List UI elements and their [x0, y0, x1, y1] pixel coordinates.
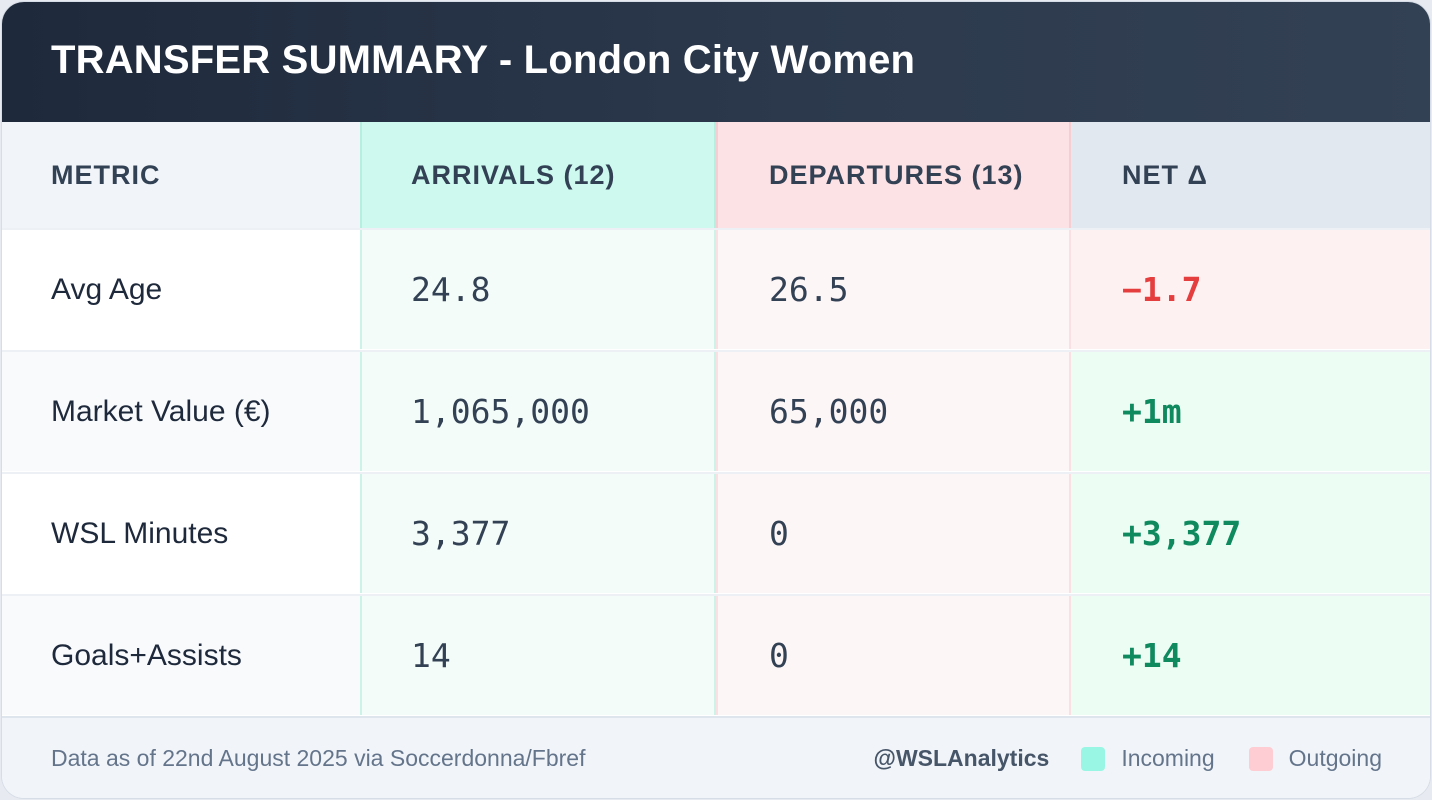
legend-incoming: Incoming [1081, 745, 1215, 772]
metric-label: Market Value (€) [2, 352, 360, 471]
legend-incoming-label: Incoming [1121, 745, 1215, 771]
metric-label: Avg Age [2, 230, 360, 349]
header-arrivals: ARRIVALS (12) [360, 122, 716, 228]
departures-value: 0 [716, 596, 1071, 715]
table-row: Market Value (€) 1,065,000 65,000 +1m [2, 350, 1430, 471]
page-title: TRANSFER SUMMARY - London City Women [51, 38, 916, 82]
footer: Data as of 22nd August 2025 via Soccerdo… [2, 716, 1430, 798]
header-departures: DEPARTURES (13) [716, 122, 1071, 228]
author-handle: @WSLAnalytics [873, 745, 1050, 771]
title-bar: TRANSFER SUMMARY - London City Women [2, 2, 1430, 122]
net-value: +14 [1071, 596, 1430, 715]
arrivals-value: 1,065,000 [360, 352, 716, 471]
header-metric: METRIC [2, 122, 360, 228]
metric-label: WSL Minutes [2, 474, 360, 593]
legend-outgoing-label: Outgoing [1288, 745, 1382, 771]
table-row: Goals+Assists 14 0 +14 [2, 594, 1430, 715]
net-value: +1m [1071, 352, 1430, 471]
transfer-table: METRIC ARRIVALS (12) DEPARTURES (13) NET… [2, 122, 1430, 716]
arrivals-value: 14 [360, 596, 716, 715]
table-header-row: METRIC ARRIVALS (12) DEPARTURES (13) NET… [2, 122, 1430, 228]
departures-value: 0 [716, 474, 1071, 593]
legend-outgoing: Outgoing [1248, 745, 1382, 772]
net-value: −1.7 [1071, 230, 1430, 349]
departures-value: 26.5 [716, 230, 1071, 349]
footer-legend: @WSLAnalytics Incoming Outgoing [874, 745, 1382, 772]
arrivals-value: 3,377 [360, 474, 716, 593]
header-net: NET Δ [1071, 122, 1430, 228]
data-source-note: Data as of 22nd August 2025 via Soccerdo… [51, 745, 586, 771]
net-value: +3,377 [1071, 474, 1430, 593]
outgoing-swatch [1248, 746, 1273, 771]
metric-label: Goals+Assists [2, 596, 360, 715]
table-row: WSL Minutes 3,377 0 +3,377 [2, 472, 1430, 593]
table-row: Avg Age 24.8 26.5 −1.7 [2, 228, 1430, 349]
incoming-swatch [1081, 746, 1106, 771]
arrivals-value: 24.8 [360, 230, 716, 349]
departures-value: 65,000 [716, 352, 1071, 471]
